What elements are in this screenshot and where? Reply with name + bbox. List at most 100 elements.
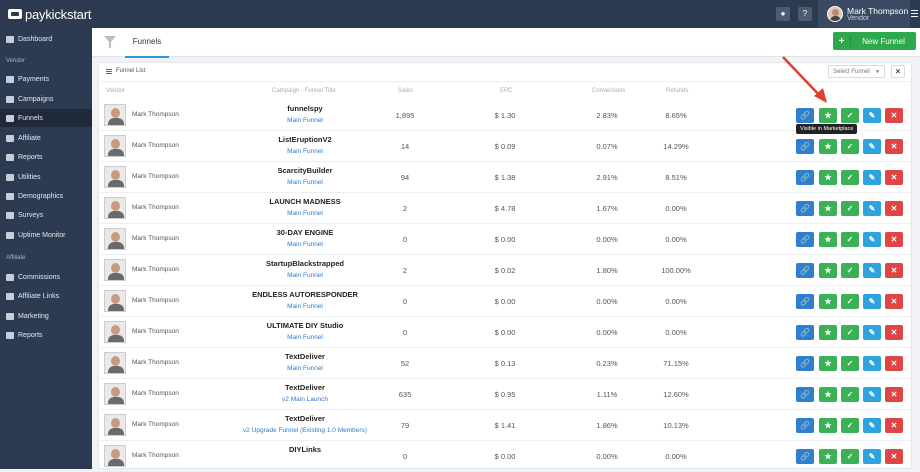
sidebar-item-affiliate-links[interactable]: Affiliate Links [0, 287, 92, 305]
marketplace-star-button[interactable]: ★ [819, 449, 837, 464]
marketplace-star-button[interactable]: ★ [819, 418, 837, 433]
approve-button[interactable]: ✓ [841, 387, 859, 402]
delete-button[interactable]: ✕ [885, 170, 903, 185]
marketplace-star-button[interactable]: ★ [819, 356, 837, 371]
clear-filter-button[interactable]: × [891, 65, 905, 78]
link-button[interactable]: 🔗 [796, 387, 814, 402]
help-button[interactable]: ? [798, 7, 812, 21]
link-button[interactable]: 🔗 [796, 263, 814, 278]
edit-button[interactable]: ✎ [863, 232, 881, 247]
tab-funnels[interactable]: Funnels [125, 28, 169, 58]
sidebar-item-reports[interactable]: Reports [0, 148, 92, 166]
link-button[interactable]: 🔗 [796, 232, 814, 247]
edit-button[interactable]: ✎ [863, 356, 881, 371]
link-button[interactable]: 🔗 [796, 356, 814, 371]
delete-button[interactable]: ✕ [885, 325, 903, 340]
new-funnel-button[interactable]: + New Funnel [833, 32, 916, 50]
edit-button[interactable]: ✎ [863, 139, 881, 154]
link-button[interactable]: 🔗 [796, 201, 814, 216]
sales-value: 52 [400, 359, 410, 368]
avatar[interactable] [827, 6, 843, 22]
edit-button[interactable]: ✎ [863, 387, 881, 402]
funnel-link[interactable]: Main Funnel [287, 210, 323, 217]
filter-icon[interactable] [104, 36, 116, 48]
funnel-link[interactable]: v2 Main Launch [282, 396, 328, 403]
approve-button[interactable]: ✓ [841, 263, 859, 278]
marketplace-star-button[interactable]: ★ [819, 263, 837, 278]
approve-button[interactable]: ✓ [841, 232, 859, 247]
funnel-link[interactable]: Main Funnel [287, 241, 323, 248]
marketplace-star-button[interactable]: ★ [819, 108, 837, 123]
marketplace-star-button[interactable]: ★ [819, 232, 837, 247]
edit-button[interactable]: ✎ [863, 170, 881, 185]
menu-icon[interactable] [911, 10, 918, 17]
sidebar-item-commissions[interactable]: Commissions [0, 268, 92, 286]
link-button[interactable]: 🔗 [796, 170, 814, 185]
funnel-link[interactable]: Main Funnel [287, 303, 323, 310]
delete-button[interactable]: ✕ [885, 387, 903, 402]
delete-button[interactable]: ✕ [885, 201, 903, 216]
funnel-link[interactable]: Main Funnel [287, 117, 323, 124]
link-button[interactable]: 🔗 [796, 108, 814, 123]
approve-button[interactable]: ✓ [841, 325, 859, 340]
delete-button[interactable]: ✕ [885, 356, 903, 371]
approve-button[interactable]: ✓ [841, 170, 859, 185]
marketplace-star-button[interactable]: ★ [819, 170, 837, 185]
edit-button[interactable]: ✎ [863, 108, 881, 123]
caret-down-icon: ▼ [875, 68, 880, 75]
approve-button[interactable]: ✓ [841, 108, 859, 123]
funnel-link[interactable]: Main Funnel [287, 148, 323, 155]
sidebar-item-uptime-monitor[interactable]: Uptime Monitor [0, 226, 92, 244]
sidebar-item-funnels[interactable]: Funnels [0, 109, 92, 127]
approve-button[interactable]: ✓ [841, 201, 859, 216]
edit-button[interactable]: ✎ [863, 325, 881, 340]
funnel-link[interactable]: Main Funnel [287, 334, 323, 341]
sidebar-item-affiliate[interactable]: Affiliate [0, 129, 92, 147]
edit-button[interactable]: ✎ [863, 201, 881, 216]
marketplace-star-button[interactable]: ★ [819, 294, 837, 309]
funnel-link[interactable]: Main Funnel [287, 179, 323, 186]
sidebar-item-marketing[interactable]: Marketing [0, 307, 92, 325]
funnel-link[interactable]: Main Funnel [287, 365, 323, 372]
user-icon-button[interactable]: ● [776, 7, 790, 21]
link-button[interactable]: 🔗 [796, 139, 814, 154]
marketplace-star-button[interactable]: ★ [819, 139, 837, 154]
sidebar-item-campaigns[interactable]: Campaigns [0, 90, 92, 108]
delete-button[interactable]: ✕ [885, 294, 903, 309]
select-funnel-dropdown[interactable]: Select Funnel ▼ [828, 65, 885, 78]
funnel-link[interactable]: Main Funnel [287, 272, 323, 279]
approve-button[interactable]: ✓ [841, 418, 859, 433]
sidebar-item-dashboard[interactable]: Dashboard [0, 30, 92, 48]
marketplace-star-button[interactable]: ★ [819, 201, 837, 216]
approve-button[interactable]: ✓ [841, 139, 859, 154]
edit-button[interactable]: ✎ [863, 263, 881, 278]
funnel-link[interactable]: v2 Upgrade Funnel (Existing 1.0 Members) [243, 427, 367, 434]
delete-button[interactable]: ✕ [885, 263, 903, 278]
approve-button[interactable]: ✓ [841, 356, 859, 371]
edit-button[interactable]: ✎ [863, 294, 881, 309]
sidebar-item-payments[interactable]: Payments [0, 70, 92, 88]
marketplace-star-button[interactable]: ★ [819, 387, 837, 402]
paykickstart-logo[interactable]: pay kickstart [8, 7, 91, 22]
marketplace-star-button[interactable]: ★ [819, 325, 837, 340]
sidebar-item-affiliate-reports[interactable]: Reports [0, 326, 92, 344]
avatar [104, 197, 126, 219]
delete-button[interactable]: ✕ [885, 449, 903, 464]
sidebar-item-surveys[interactable]: Surveys [0, 206, 92, 224]
sidebar-item-utilities[interactable]: Utilities [0, 168, 92, 186]
delete-button[interactable]: ✕ [885, 108, 903, 123]
link-button[interactable]: 🔗 [796, 325, 814, 340]
edit-button[interactable]: ✎ [863, 418, 881, 433]
link-button[interactable]: 🔗 [796, 418, 814, 433]
edit-button[interactable]: ✎ [863, 449, 881, 464]
approve-button[interactable]: ✓ [841, 294, 859, 309]
delete-button[interactable]: ✕ [885, 139, 903, 154]
refunds-value: 0.00% [665, 297, 687, 306]
link-button[interactable]: 🔗 [796, 294, 814, 309]
delete-button[interactable]: ✕ [885, 418, 903, 433]
link-button[interactable]: 🔗 [796, 449, 814, 464]
delete-button[interactable]: ✕ [885, 232, 903, 247]
approve-button[interactable]: ✓ [841, 449, 859, 464]
sidebar-item-demographics[interactable]: Demographics [0, 187, 92, 205]
column-header-refunds: Refunds [666, 88, 689, 94]
